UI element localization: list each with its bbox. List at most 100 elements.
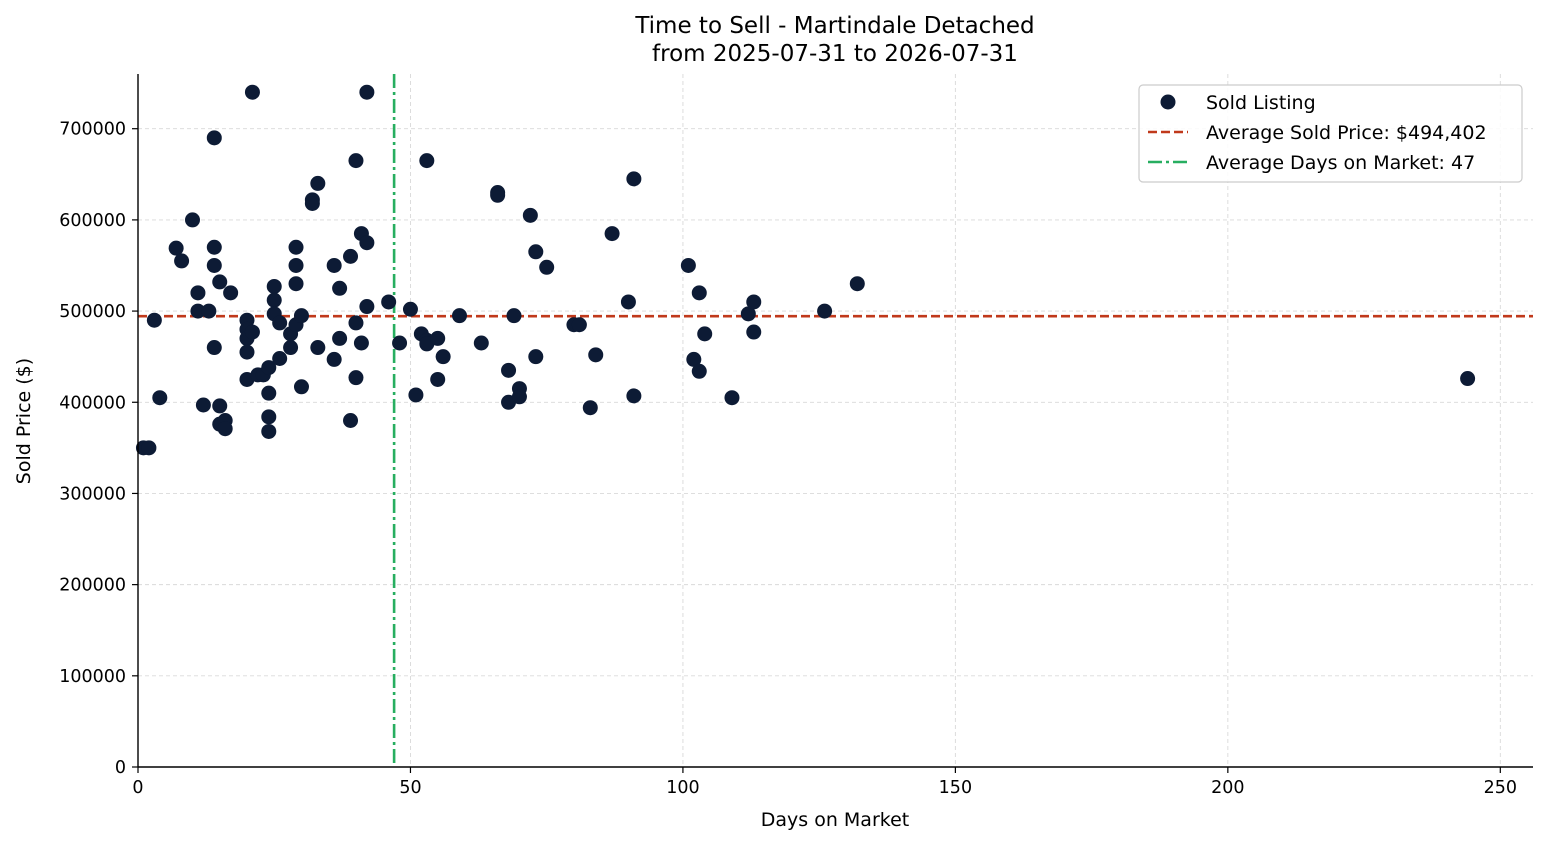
data-point <box>261 385 277 401</box>
data-point <box>402 301 418 317</box>
legend-label-average-price: Average Sold Price: $494,402 <box>1206 122 1487 144</box>
data-point <box>528 349 544 365</box>
data-point <box>473 335 489 351</box>
data-point <box>212 398 228 414</box>
chart-subtitle: from 2025-07-31 to 2026-07-31 <box>652 41 1018 67</box>
data-point <box>310 340 326 356</box>
data-point <box>359 299 375 315</box>
x-tick-label: 50 <box>399 778 421 798</box>
data-point <box>522 207 538 223</box>
data-point <box>288 239 304 255</box>
x-tick-label: 100 <box>666 778 699 798</box>
data-point <box>849 276 865 292</box>
y-tick-label: 300000 <box>59 484 126 504</box>
data-point <box>343 248 359 264</box>
x-tick-label: 250 <box>1484 778 1517 798</box>
data-point <box>359 235 375 251</box>
data-point <box>528 244 544 260</box>
data-point <box>740 306 756 322</box>
data-point <box>272 350 288 366</box>
x-axis-label: Days on Market <box>761 809 909 831</box>
legend-box <box>1138 84 1523 183</box>
data-point <box>680 257 696 273</box>
data-point <box>223 285 239 301</box>
reference-lines <box>138 74 1533 767</box>
x-tick-label: 0 <box>132 778 143 798</box>
data-point <box>626 171 642 187</box>
data-point <box>332 280 348 296</box>
y-tick-label: 700000 <box>59 120 126 140</box>
data-point <box>691 285 707 301</box>
data-point <box>626 388 642 404</box>
y-tick-label: 600000 <box>59 211 126 231</box>
data-point <box>244 324 260 340</box>
data-point <box>419 153 435 169</box>
data-point <box>261 409 277 425</box>
data-point <box>288 276 304 292</box>
data-point <box>190 303 206 319</box>
x-tick-label: 200 <box>1211 778 1244 798</box>
data-point <box>430 371 446 387</box>
data-point <box>501 362 517 378</box>
data-point <box>326 257 342 273</box>
y-tick-label: 0 <box>115 758 126 778</box>
x-tick-label: 150 <box>939 778 972 798</box>
data-point <box>283 340 299 356</box>
legend-marker-sold-listing <box>1160 94 1176 110</box>
data-point <box>201 303 217 319</box>
data-point <box>724 390 740 406</box>
data-point <box>511 389 527 405</box>
data-point <box>266 278 282 294</box>
data-point <box>141 440 157 456</box>
y-tick-label: 100000 <box>59 667 126 687</box>
data-point <box>686 351 702 367</box>
data-point <box>152 390 168 406</box>
data-point <box>1460 371 1476 387</box>
data-point <box>430 330 446 346</box>
data-point <box>304 195 320 211</box>
data-point <box>435 349 451 365</box>
data-point <box>206 340 222 356</box>
data-point <box>506 308 522 324</box>
data-point <box>174 253 190 269</box>
data-point <box>261 360 277 376</box>
data-point <box>146 312 162 328</box>
data-point <box>392 335 408 351</box>
data-point <box>288 257 304 273</box>
data-point <box>239 344 255 360</box>
legend: Sold Listing Average Sold Price: $494,40… <box>1138 84 1523 183</box>
data-point <box>588 347 604 363</box>
data-point <box>293 308 309 324</box>
data-point <box>190 285 206 301</box>
data-point <box>206 239 222 255</box>
data-point <box>206 257 222 273</box>
y-tick-label: 200000 <box>59 576 126 596</box>
data-point <box>168 240 184 256</box>
data-point <box>691 363 707 379</box>
data-point <box>746 294 762 310</box>
ticks: 0 50 100 150 200 250 0 100000 200000 300000 400000… <box>59 120 1517 798</box>
data-point <box>348 315 364 331</box>
data-point <box>539 259 555 275</box>
data-point <box>310 175 326 191</box>
data-point <box>272 315 288 331</box>
data-point <box>184 212 200 228</box>
y-tick-label: 400000 <box>59 393 126 413</box>
data-point <box>697 326 713 342</box>
data-point <box>217 421 233 437</box>
data-point <box>348 370 364 386</box>
data-point <box>746 324 762 340</box>
legend-label-sold-listing: Sold Listing <box>1206 92 1316 114</box>
axes <box>137 74 1533 768</box>
y-tick-label: 500000 <box>59 302 126 322</box>
legend-label-average-days: Average Days on Market: 47 <box>1206 152 1475 174</box>
data-point <box>212 274 228 290</box>
data-point <box>490 187 506 203</box>
data-point <box>343 413 359 428</box>
data-points <box>135 84 1476 456</box>
data-point <box>359 84 375 100</box>
y-axis-label: Sold Price ($) <box>13 358 35 484</box>
data-point <box>244 84 260 100</box>
data-point <box>206 130 222 146</box>
